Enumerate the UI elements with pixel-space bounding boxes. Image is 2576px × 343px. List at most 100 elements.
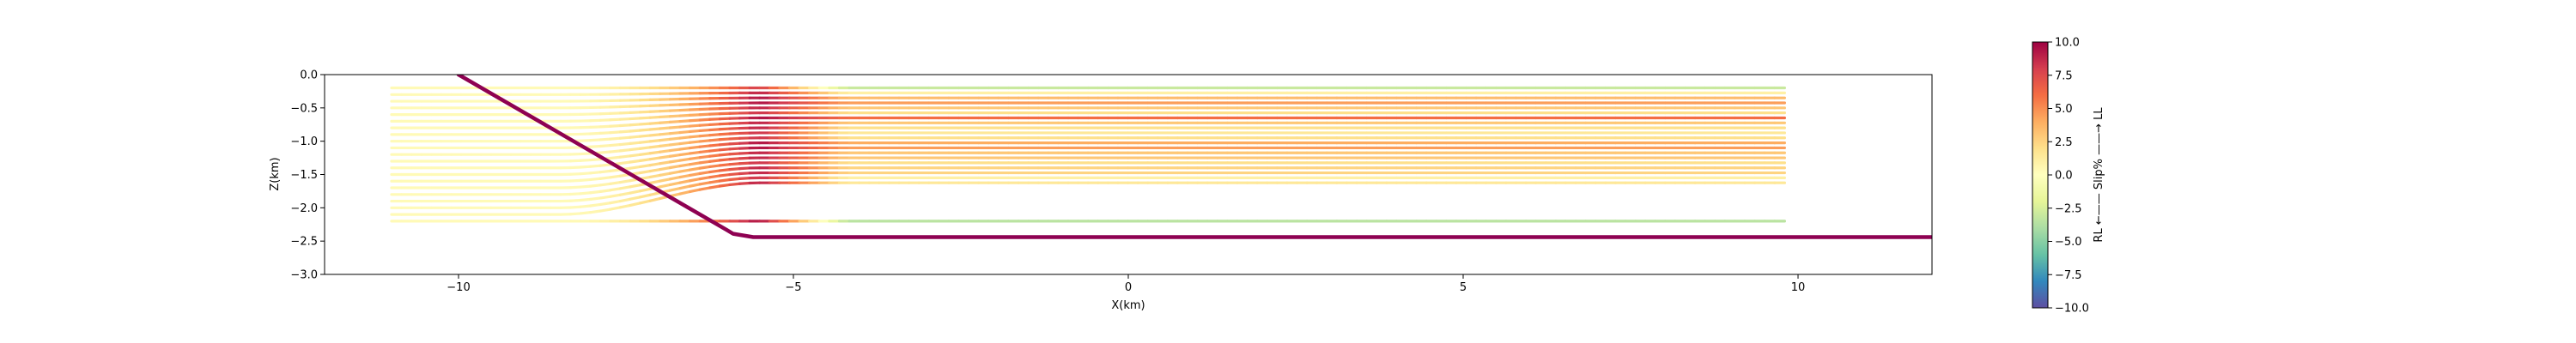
streamline-segment xyxy=(698,165,712,170)
streamline-segment xyxy=(708,159,722,163)
streamline-segment xyxy=(678,152,692,157)
streamline-segment xyxy=(718,137,732,141)
streamline-segment xyxy=(718,172,732,178)
streamline-segment xyxy=(639,158,652,162)
y-tick-label: 0.0 xyxy=(300,69,318,82)
streamline-segment xyxy=(678,129,692,135)
streamline-segment xyxy=(659,137,672,142)
streamline-segment xyxy=(698,154,712,159)
streamline-segment xyxy=(738,177,751,180)
streamline-segment xyxy=(659,143,672,147)
streamline-segment xyxy=(609,187,623,192)
streamline-segment xyxy=(598,137,612,141)
streamline-segment xyxy=(678,163,692,168)
streamline-segment xyxy=(689,123,702,128)
streamline-segment xyxy=(738,172,751,176)
streamline-segment xyxy=(659,120,672,124)
streamline-segment xyxy=(589,138,602,142)
streamline-segment xyxy=(708,128,722,132)
streamline-segment xyxy=(659,183,672,189)
streamline-segment xyxy=(579,178,592,182)
streamline-segment xyxy=(659,160,672,165)
streamline-segment xyxy=(639,140,652,144)
streamline-segment xyxy=(618,111,632,115)
streamline-segment xyxy=(668,159,682,164)
streamline-segment xyxy=(718,178,732,183)
colorbar-label: RL ←—— Slip% ——→ LL xyxy=(2093,107,2105,243)
streamline-segment xyxy=(678,108,692,112)
streamline-segment xyxy=(609,117,623,122)
streamline-segment xyxy=(618,160,632,165)
streamline-segment xyxy=(639,128,652,132)
fault-layer xyxy=(456,75,1932,239)
streamline-segment xyxy=(629,190,642,195)
colorbar-tick-label: 0.0 xyxy=(2055,170,2073,183)
streamline-segment xyxy=(698,123,712,127)
streamline-segment xyxy=(678,157,692,162)
streamline-segment xyxy=(598,202,612,207)
streamline-segment xyxy=(698,149,712,154)
streamline-segment xyxy=(659,178,672,183)
streamline-segment xyxy=(728,141,742,146)
streamline-segment xyxy=(718,132,732,136)
x-axis: −10 −5 0 5 10 xyxy=(447,274,1805,294)
streamline-segment xyxy=(668,119,682,123)
streamline-segment xyxy=(598,182,612,187)
streamline-segment xyxy=(579,204,592,208)
colorbar-tick-label: −7.5 xyxy=(2055,269,2082,282)
streamline-segment xyxy=(639,169,652,175)
streamline-segment xyxy=(659,154,672,159)
streamline-segment xyxy=(698,112,712,117)
colorbar-tick-label: −10.0 xyxy=(2055,303,2089,316)
streamline-segment xyxy=(639,122,652,126)
streamline-segment xyxy=(598,150,612,154)
colorbar-tick-label: 5.0 xyxy=(2055,103,2073,116)
streamline-segment xyxy=(648,167,662,173)
streamline-segment xyxy=(708,179,722,184)
streamline-segment xyxy=(568,198,582,202)
streamline-segment xyxy=(728,167,742,172)
streamline-segment xyxy=(708,143,722,147)
streamline-segment xyxy=(568,192,582,196)
streamline-segment xyxy=(678,119,692,123)
streamline-segment xyxy=(639,146,652,150)
streamline-segment xyxy=(728,177,742,182)
streamline-segment xyxy=(618,135,632,140)
y-tick-label: −1.0 xyxy=(290,135,318,148)
streamline-segment xyxy=(639,164,652,169)
streamline-segment xyxy=(609,206,623,211)
streamline-segment xyxy=(618,179,632,184)
streamline-segment xyxy=(718,153,732,157)
streamline-segment xyxy=(579,184,592,189)
streamline-segment xyxy=(639,152,652,156)
streamline-segment xyxy=(639,134,652,138)
colorbar-tick-label: −2.5 xyxy=(2055,202,2082,215)
streamline-segment xyxy=(738,161,751,165)
streamline-segment xyxy=(648,196,662,202)
streamline-segment xyxy=(609,199,623,205)
streamline-segment xyxy=(589,177,602,182)
streamline-segment xyxy=(708,164,722,169)
streamline-segment xyxy=(598,118,612,122)
streamline-segment xyxy=(629,111,642,114)
streamline-segment xyxy=(689,140,702,144)
streamline-segment xyxy=(708,123,722,127)
streamline-segment xyxy=(689,150,702,155)
streamline-segment xyxy=(718,168,732,172)
streamline-segment xyxy=(668,192,682,198)
colorbar-gradient xyxy=(2032,41,2049,309)
streamline-segment xyxy=(618,185,632,190)
streamline-segment xyxy=(629,184,642,189)
streamline-segment xyxy=(689,161,702,166)
streamline-segment xyxy=(568,172,582,176)
streamline-segment xyxy=(689,129,702,134)
streamline-segment xyxy=(718,183,732,188)
streamline-segment xyxy=(708,184,722,190)
streamline-segment xyxy=(678,179,692,184)
x-axis-label: X(km) xyxy=(1111,299,1145,312)
streamline-segment xyxy=(678,184,692,190)
streamline-segment xyxy=(678,168,692,173)
streamline-segment xyxy=(589,202,602,208)
streamline-segment xyxy=(629,141,642,145)
streamline-segment xyxy=(718,122,732,126)
